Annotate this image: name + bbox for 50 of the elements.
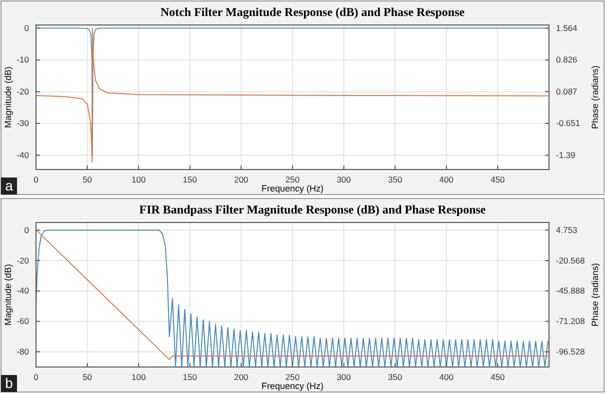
x-tick-label: 50 [82, 372, 92, 382]
y-tick-label: -20 [16, 86, 30, 96]
x-tick-label: 50 [82, 174, 92, 185]
x-tick-label: 0 [34, 174, 39, 185]
y-tick-label: -80 [16, 346, 30, 357]
x-tick-label: 350 [388, 372, 402, 382]
chart-title: FIR Bandpass Filter Magnitude Response (dB) and Phase Response [139, 202, 486, 216]
x-tick-label: 400 [439, 372, 454, 382]
y2-tick-label: -71.208 [556, 316, 586, 326]
x-tick-label: 100 [132, 174, 146, 185]
y2-axis-title: Phase (radians) [590, 65, 600, 130]
x-axis-title: Frequency (Hz) [261, 184, 324, 194]
y-tick-label: -40 [16, 286, 30, 296]
x-tick-label: 250 [285, 174, 300, 185]
x-tick-label: 300 [336, 174, 352, 185]
y2-tick-label: -0.651 [556, 118, 580, 128]
x-tick-label: 250 [285, 372, 300, 382]
y2-tick-label: 0.826 [556, 54, 578, 65]
y2-tick-label: 1.564 [556, 22, 578, 33]
x-tick-label: 0 [34, 372, 39, 382]
text: a [5, 178, 14, 194]
x-tick-label: 150 [182, 372, 198, 382]
y2-tick-label: -1.39 [556, 150, 576, 160]
x-tick-label: 350 [388, 174, 402, 185]
text: b [5, 375, 14, 391]
y-tick-label: -10 [16, 54, 30, 65]
y-axis-title: Magnitude (dB) [3, 264, 13, 326]
x-tick-label: 450 [490, 372, 506, 382]
y2-tick-label: -20.568 [556, 255, 586, 266]
x-tick-label: 450 [490, 174, 506, 185]
y-tick-label: -40 [16, 150, 30, 160]
y2-tick-label: 4.753 [556, 224, 578, 235]
x-tick-label: 200 [234, 174, 249, 185]
x-tick-label: 100 [132, 372, 146, 382]
y-tick-label: 0 [24, 22, 30, 33]
x-tick-label: 150 [182, 174, 198, 185]
chart-title: Notch Filter Magnitude Response (dB) and Phase Response [160, 5, 466, 19]
x-tick-label: 400 [439, 174, 454, 185]
y2-tick-label: -96.528 [556, 346, 586, 357]
y2-tick-label: -45.888 [556, 286, 586, 296]
y2-tick-label: 0.087 [556, 86, 578, 96]
y-tick-label: -60 [16, 316, 30, 326]
y-tick-label: -20 [16, 255, 30, 266]
y-tick-label: -30 [16, 118, 30, 128]
x-tick-label: 200 [234, 372, 249, 382]
x-axis-title: Frequency (Hz) [261, 381, 324, 391]
y-tick-label: 0 [24, 224, 30, 235]
y-axis-title: Magnitude (dB) [3, 66, 13, 128]
x-tick-label: 300 [336, 372, 352, 382]
y2-axis-title: Phase (radians) [590, 262, 600, 327]
